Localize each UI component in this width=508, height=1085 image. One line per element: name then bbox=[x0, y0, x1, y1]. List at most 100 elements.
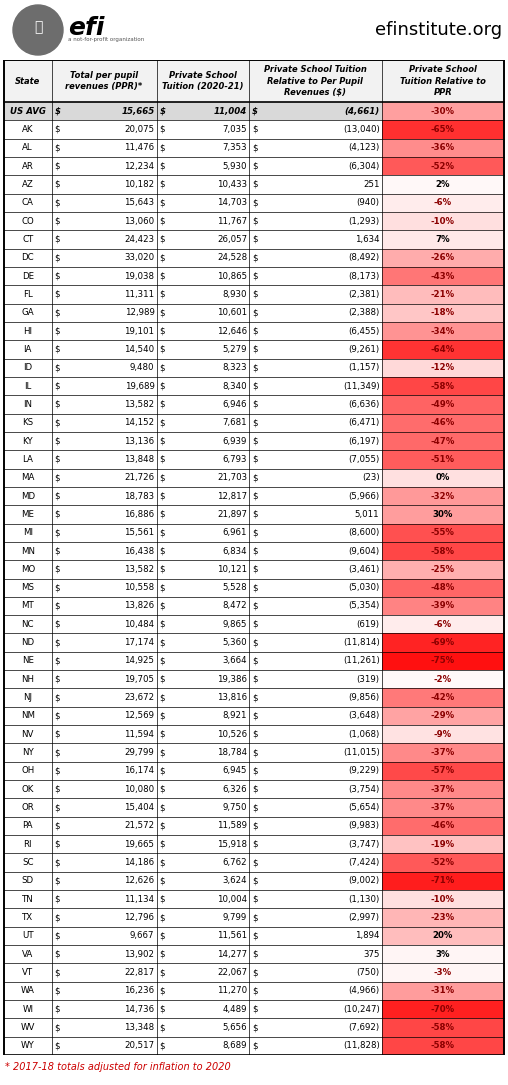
Bar bbox=[4, 267, 382, 285]
Text: -26%: -26% bbox=[431, 253, 455, 263]
Bar bbox=[382, 267, 504, 285]
Bar bbox=[382, 541, 504, 560]
Text: 16,174: 16,174 bbox=[124, 766, 154, 776]
Text: $: $ bbox=[54, 345, 60, 354]
Text: $: $ bbox=[160, 748, 165, 757]
Text: (940): (940) bbox=[357, 199, 379, 207]
Text: 13,848: 13,848 bbox=[124, 455, 154, 464]
Text: (8,173): (8,173) bbox=[348, 271, 379, 281]
Text: -31%: -31% bbox=[431, 986, 455, 995]
Text: (3,648): (3,648) bbox=[348, 712, 379, 720]
Text: $: $ bbox=[252, 143, 258, 152]
Text: 5,930: 5,930 bbox=[223, 162, 247, 170]
Text: 20,517: 20,517 bbox=[124, 1042, 154, 1050]
Text: $: $ bbox=[160, 895, 165, 904]
Text: MD: MD bbox=[21, 492, 35, 500]
Text: 🕯: 🕯 bbox=[34, 20, 42, 34]
Text: $: $ bbox=[160, 199, 165, 207]
Bar bbox=[4, 1036, 382, 1055]
Text: -70%: -70% bbox=[431, 1005, 455, 1013]
Text: $: $ bbox=[252, 693, 258, 702]
Text: (619): (619) bbox=[357, 620, 379, 629]
Bar bbox=[382, 341, 504, 358]
Text: $: $ bbox=[54, 436, 60, 446]
Text: 3,624: 3,624 bbox=[223, 877, 247, 885]
Bar bbox=[382, 634, 504, 652]
Text: $: $ bbox=[252, 565, 258, 574]
Bar bbox=[4, 395, 382, 413]
Text: $: $ bbox=[54, 290, 60, 299]
Text: 9,799: 9,799 bbox=[223, 914, 247, 922]
Bar bbox=[4, 927, 382, 945]
Text: $: $ bbox=[160, 473, 165, 482]
Bar bbox=[382, 1036, 504, 1055]
Text: $: $ bbox=[160, 125, 165, 133]
Bar bbox=[382, 193, 504, 212]
Text: $: $ bbox=[54, 199, 60, 207]
Text: -10%: -10% bbox=[431, 895, 455, 904]
Text: $: $ bbox=[54, 968, 60, 976]
Text: ME: ME bbox=[21, 510, 34, 519]
Text: (3,461): (3,461) bbox=[348, 565, 379, 574]
Bar bbox=[382, 908, 504, 927]
Text: -52%: -52% bbox=[431, 858, 455, 867]
Text: (4,123): (4,123) bbox=[348, 143, 379, 152]
Text: -69%: -69% bbox=[431, 638, 455, 647]
Text: $: $ bbox=[160, 271, 165, 281]
Text: $: $ bbox=[252, 656, 258, 665]
Text: $: $ bbox=[252, 400, 258, 409]
Text: -48%: -48% bbox=[431, 583, 455, 592]
Text: 12,989: 12,989 bbox=[124, 308, 154, 317]
Text: Private School Tuition
Relative to Per Pupil
Revenues ($): Private School Tuition Relative to Per P… bbox=[264, 65, 367, 97]
Bar bbox=[382, 304, 504, 322]
Text: 13,582: 13,582 bbox=[124, 565, 154, 574]
Text: WY: WY bbox=[21, 1042, 35, 1050]
Text: $: $ bbox=[54, 675, 60, 684]
Bar bbox=[382, 524, 504, 541]
Text: -39%: -39% bbox=[431, 601, 455, 611]
Text: 22,817: 22,817 bbox=[124, 968, 154, 976]
Bar bbox=[4, 615, 382, 634]
Text: $: $ bbox=[252, 877, 258, 885]
Bar bbox=[382, 578, 504, 597]
Text: -36%: -36% bbox=[431, 143, 455, 152]
Bar bbox=[382, 212, 504, 230]
Text: (11,349): (11,349) bbox=[343, 382, 379, 391]
Bar bbox=[4, 60, 504, 102]
Text: 13,060: 13,060 bbox=[124, 217, 154, 226]
Text: $: $ bbox=[252, 217, 258, 226]
Text: $: $ bbox=[54, 877, 60, 885]
Bar bbox=[4, 982, 382, 1000]
Text: $: $ bbox=[54, 821, 60, 830]
Text: 3%: 3% bbox=[435, 949, 450, 959]
Text: $: $ bbox=[252, 949, 258, 959]
Text: $: $ bbox=[54, 986, 60, 995]
Text: $: $ bbox=[54, 748, 60, 757]
Text: 10,526: 10,526 bbox=[217, 730, 247, 739]
Text: $: $ bbox=[54, 914, 60, 922]
Text: $: $ bbox=[160, 106, 166, 116]
Text: (7,424): (7,424) bbox=[348, 858, 379, 867]
Text: $: $ bbox=[252, 712, 258, 720]
Text: $: $ bbox=[252, 235, 258, 244]
Text: -58%: -58% bbox=[431, 382, 455, 391]
Text: $: $ bbox=[252, 253, 258, 263]
Text: $: $ bbox=[160, 914, 165, 922]
Text: 33,020: 33,020 bbox=[124, 253, 154, 263]
Bar bbox=[4, 908, 382, 927]
Bar bbox=[382, 139, 504, 157]
Text: $: $ bbox=[54, 1023, 60, 1032]
Text: 11,589: 11,589 bbox=[217, 821, 247, 830]
Text: HI: HI bbox=[23, 327, 32, 335]
Text: $: $ bbox=[160, 418, 165, 427]
Text: $: $ bbox=[252, 821, 258, 830]
Text: -2%: -2% bbox=[434, 675, 452, 684]
Bar bbox=[4, 945, 382, 963]
Text: $: $ bbox=[54, 601, 60, 611]
Text: ND: ND bbox=[21, 638, 35, 647]
Text: $: $ bbox=[54, 492, 60, 500]
Text: (7,692): (7,692) bbox=[348, 1023, 379, 1032]
Bar bbox=[382, 835, 504, 854]
Text: $: $ bbox=[54, 840, 60, 848]
Text: $: $ bbox=[160, 601, 165, 611]
